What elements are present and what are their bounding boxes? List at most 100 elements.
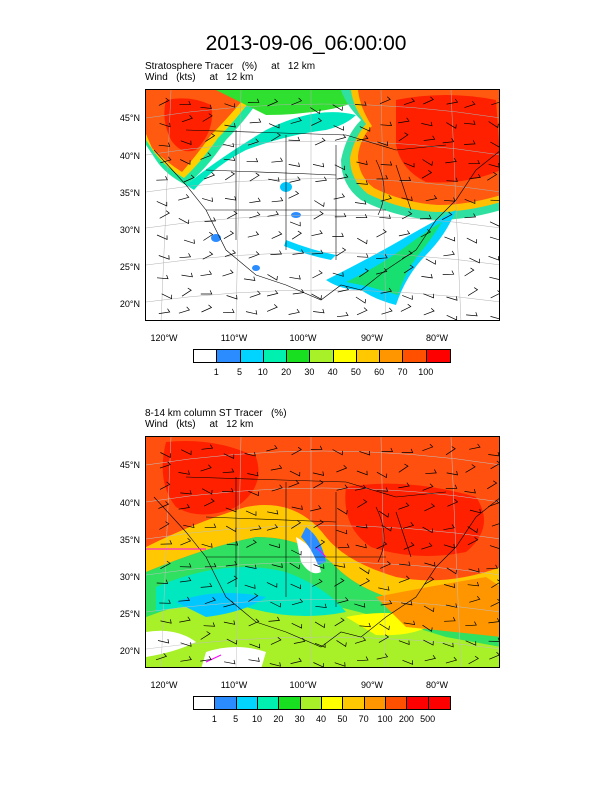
- wind-barb: [336, 311, 349, 318]
- wind-barb: [290, 583, 301, 590]
- wind-barb: [356, 656, 369, 662]
- wind-barb: [159, 210, 170, 219]
- wind-barb: [289, 221, 301, 227]
- wind-barb: [178, 504, 190, 510]
- wind-barb: [381, 307, 393, 315]
- wind-barb: [423, 307, 435, 316]
- wind-barb: [333, 193, 346, 200]
- colorbar-swatch: [385, 697, 408, 709]
- wind-barb: [159, 461, 172, 469]
- wind-barb: [356, 307, 368, 316]
- panel2-lon-80: 80°W: [425, 680, 449, 690]
- wind-barb: [268, 616, 280, 622]
- panel2-subtitle-tracer: 8-14 km column ST Tracer (%): [145, 408, 287, 419]
- colorbar-label: 70: [358, 714, 369, 724]
- wind-barb: [336, 529, 348, 535]
- panel1-lat-20: 20°N: [119, 299, 140, 309]
- wind-barb: [224, 123, 236, 128]
- wind-barb: [205, 133, 216, 142]
- wind-barb: [158, 142, 171, 147]
- wind-barb: [225, 561, 238, 567]
- wind-barb: [270, 464, 283, 471]
- colorbar-label: 10: [257, 367, 268, 377]
- wind-barb: [226, 541, 239, 546]
- wind-barb: [464, 489, 476, 494]
- wind-barb: [337, 286, 350, 293]
- wind-barb: [202, 251, 214, 260]
- wind-barb: [223, 230, 235, 240]
- wind-barb: [270, 637, 282, 645]
- wind-barb: [469, 443, 481, 450]
- wind-barb: [183, 174, 195, 183]
- wind-barb: [246, 539, 257, 548]
- wind-barb: [267, 210, 279, 217]
- wind-barb: [423, 293, 434, 299]
- wind-barb: [445, 656, 458, 664]
- colorbar-swatch: [240, 350, 264, 362]
- wind-barb: [402, 295, 413, 300]
- wind-barb: [271, 157, 283, 163]
- wind-barb: [337, 597, 349, 604]
- wind-barb: [268, 177, 280, 182]
- wind-barb: [467, 526, 478, 534]
- colorbar-swatch: [321, 697, 344, 709]
- wind-barb: [313, 662, 324, 667]
- wind-barb: [160, 452, 171, 458]
- wind-barb: [244, 584, 256, 589]
- wind-barb: [244, 452, 256, 457]
- wind-barb: [310, 107, 321, 115]
- wind-barb: [446, 122, 457, 129]
- wind-barb: [159, 122, 171, 128]
- wind-barb: [401, 600, 413, 606]
- wind-barb: [156, 234, 168, 240]
- wind-barb: [201, 543, 213, 548]
- wind-barb: [200, 152, 212, 160]
- wind-barb: [398, 132, 409, 142]
- wind-barb: [202, 197, 214, 202]
- colorbar-label: 20: [281, 367, 292, 377]
- wind-barb: [288, 308, 300, 315]
- wind-barb: [469, 257, 480, 264]
- wind-barb: [422, 624, 433, 632]
- colorbar-swatch: [194, 697, 216, 709]
- colorbar-swatch: [343, 697, 365, 709]
- colorbar-swatch: [217, 350, 241, 362]
- wind-barb: [156, 274, 169, 280]
- wind-barb: [332, 272, 344, 277]
- wind-barb: [312, 162, 325, 168]
- wind-barb: [160, 156, 172, 164]
- wind-barb: [249, 211, 261, 219]
- wind-barb: [180, 642, 192, 647]
- wind-barb: [469, 508, 481, 514]
- wind-barb: [159, 481, 171, 490]
- wind-barb: [266, 444, 278, 452]
- wind-barb: [333, 563, 346, 568]
- wind-barb: [313, 308, 325, 314]
- wind-barb: [380, 161, 393, 166]
- wind-barb: [315, 603, 327, 609]
- colorbar-label: 50: [337, 714, 348, 724]
- wind-barb: [381, 524, 392, 532]
- wind-barb: [178, 194, 190, 201]
- wind-barb: [488, 121, 499, 129]
- wind-barb: [378, 510, 390, 518]
- wind-barb: [179, 100, 192, 106]
- wind-barb: [222, 468, 235, 474]
- wind-barb: [312, 270, 323, 279]
- wind-barb: [314, 642, 326, 648]
- wind-barb: [223, 453, 235, 460]
- wind-barb: [464, 198, 476, 205]
- colorbar-swatch: [428, 697, 450, 709]
- wind-barb: [334, 662, 346, 667]
- wind-barb: [359, 622, 371, 628]
- wind-barb: [291, 598, 304, 606]
- colorbar-label: 70: [397, 367, 408, 377]
- wind-barb: [422, 443, 434, 452]
- wind-barb: [398, 502, 410, 510]
- wind-barb: [469, 595, 481, 603]
- panel1-colorbar: [193, 349, 451, 363]
- wind-barb: [158, 255, 170, 260]
- wind-barb: [248, 251, 260, 259]
- wind-barb: [359, 578, 371, 587]
- wind-barb: [247, 231, 260, 238]
